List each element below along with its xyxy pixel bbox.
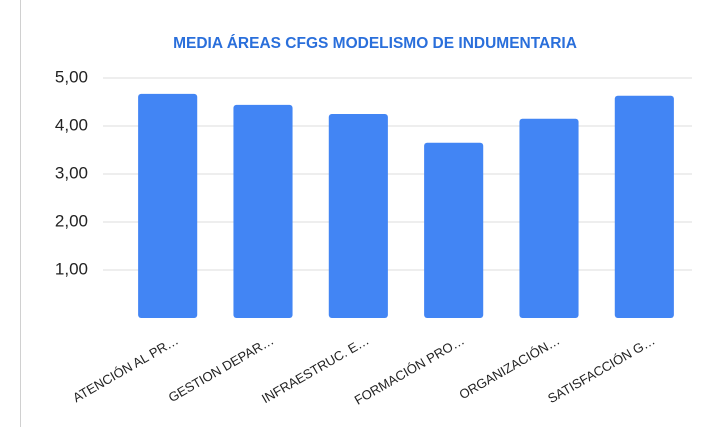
bar	[328, 114, 388, 318]
x-tick-label: SATISFACCIÓN G…	[545, 333, 657, 407]
chart-title: MEDIA ÁREAS CFGS MODELISMO DE INDUMENTAR…	[173, 35, 577, 52]
y-tick-label: 1,00	[55, 259, 88, 278]
bar	[138, 93, 198, 318]
bar	[424, 142, 484, 318]
bar	[233, 104, 293, 318]
y-tick-label: 3,00	[55, 163, 88, 182]
x-tick-label: ATENCIÓN AL PR…	[70, 333, 181, 406]
bar	[614, 95, 674, 318]
bar	[519, 118, 579, 318]
y-tick-label: 4,00	[55, 115, 88, 134]
y-tick-label: 2,00	[55, 211, 88, 230]
y-tick-label: 5,00	[55, 67, 88, 86]
